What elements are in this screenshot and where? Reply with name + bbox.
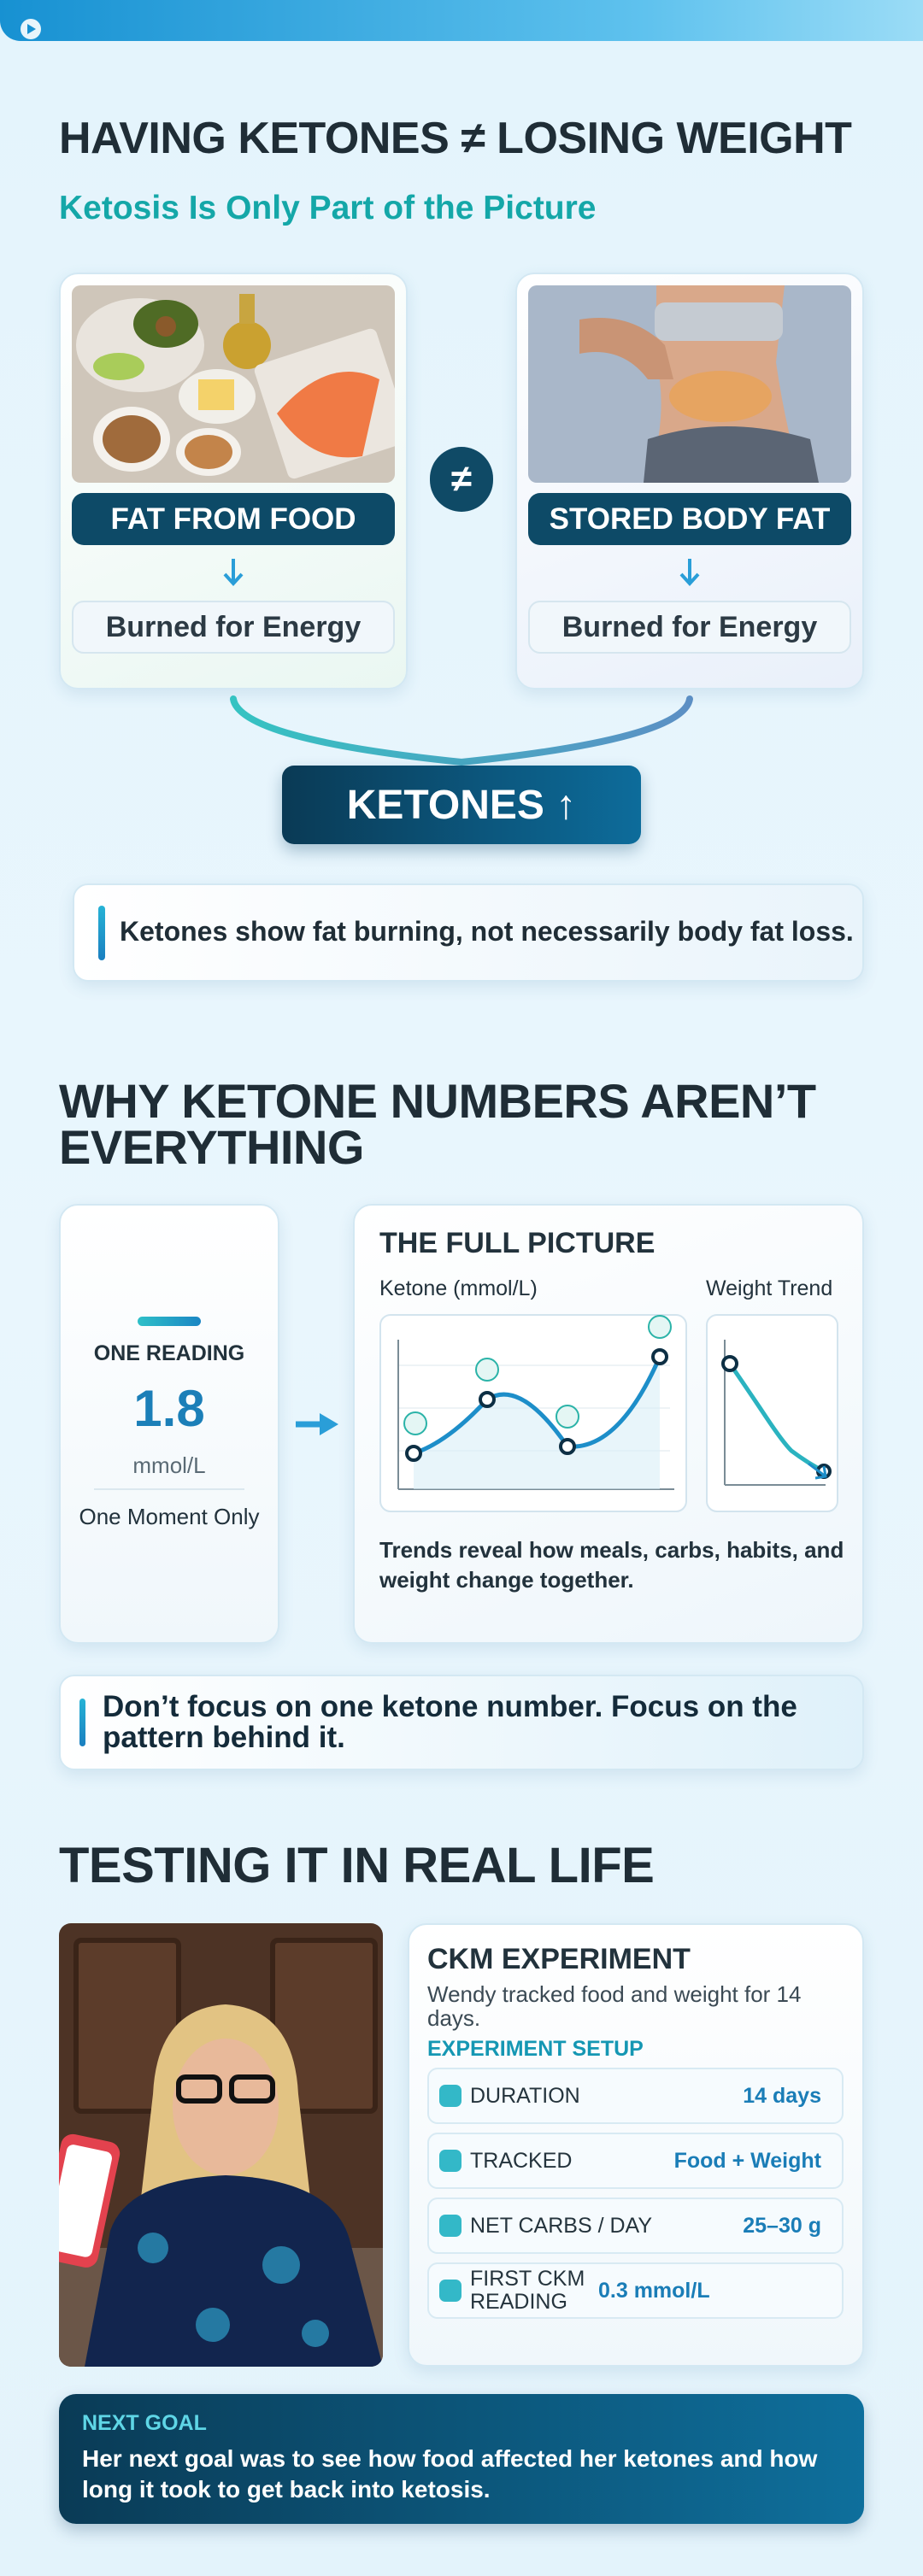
note-text: Ketones show fat burning, not necessaril… (120, 916, 854, 947)
accent-bar (79, 1699, 85, 1746)
body-label: STORED BODY FAT (528, 493, 851, 545)
full-picture-title: THE FULL PICTURE (379, 1227, 656, 1259)
down-arrow (223, 559, 244, 586)
right-arrow (296, 1413, 338, 1435)
row-value: 25–30 g (743, 2213, 821, 2238)
next-goal-label: NEXT GOAL (82, 2411, 207, 2435)
reading-unit: mmol/L (132, 1452, 206, 1478)
row-icon (439, 2085, 462, 2107)
not-equal: ≠ (430, 447, 493, 512)
food-label: FAT FROM FOOD (72, 493, 395, 545)
setup-row: NET CARBS / DAY 25–30 g (427, 2198, 844, 2254)
progress-bar (0, 0, 923, 41)
row-label: DURATION (470, 2083, 580, 2108)
progress-icon (21, 19, 41, 39)
reading-caption: One Moment Only (79, 1504, 260, 1529)
note-box (73, 883, 864, 982)
next-goal-box (59, 2394, 864, 2524)
setup-label: EXPERIMENT SETUP (427, 2037, 644, 2061)
full-picture-caption: Trends reveal how meals, carbs, habits, … (379, 1537, 844, 1593)
ketone-chart (379, 1314, 687, 1512)
note-box (59, 1675, 864, 1770)
next-goal-text: Her next goal was to see how food affect… (82, 2445, 818, 2503)
down-arrow (679, 559, 700, 586)
connectors (230, 695, 693, 766)
ketone-label: Ketone (mmol/L) (379, 1276, 538, 1300)
wendy-photo (59, 1923, 383, 2367)
weight-chart (706, 1314, 838, 1512)
separator (94, 1488, 244, 1490)
accent-bar (98, 906, 105, 960)
setup-row: FIRST CKM READING 0.3 mmol/L (427, 2262, 844, 2319)
row-value: Food + Weight (673, 2148, 821, 2173)
section-title: WHY KETONE NUMBERS AREN’T EVERYTHING (59, 1074, 816, 1174)
note-text: Don’t focus on one ketone number. Focus … (103, 1690, 797, 1754)
setup-row: TRACKED Food + Weight (427, 2133, 844, 2189)
row-icon (439, 2215, 462, 2237)
row-value: 14 days (743, 2083, 821, 2108)
experiment-description: Wendy tracked food and weight for 14 day… (427, 1981, 802, 2031)
ketones-pill: KETONES ↑ (282, 766, 641, 844)
subtitle: Ketosis Is Only Part of the Picture (59, 190, 597, 226)
row-label: NET CARBS / DAY (470, 2213, 653, 2238)
row-label: TRACKED (470, 2148, 573, 2173)
row-icon (439, 2150, 462, 2172)
body-image (528, 285, 851, 483)
title: HAVING KETONES ≠ LOSING WEIGHT (59, 114, 852, 163)
row-value: 0.3 mmol/L (598, 2278, 710, 2303)
row-icon (439, 2280, 462, 2302)
food-result: Burned for Energy (72, 601, 395, 654)
row-label: FIRST CKM READING (470, 2267, 585, 2314)
reading-label: ONE READING (93, 1341, 245, 1365)
section-title: TESTING IT IN REAL LIFE (59, 1838, 655, 1893)
reading-accent (138, 1317, 201, 1326)
experiment-title: CKM EXPERIMENT (427, 1943, 691, 1975)
setup-row: DURATION 14 days (427, 2068, 844, 2124)
reading-value: 1.8 (133, 1380, 205, 1437)
weight-label: Weight Trend (706, 1276, 833, 1300)
reading-card (59, 1204, 279, 1644)
body-result: Burned for Energy (528, 601, 851, 654)
food-image (72, 285, 395, 483)
